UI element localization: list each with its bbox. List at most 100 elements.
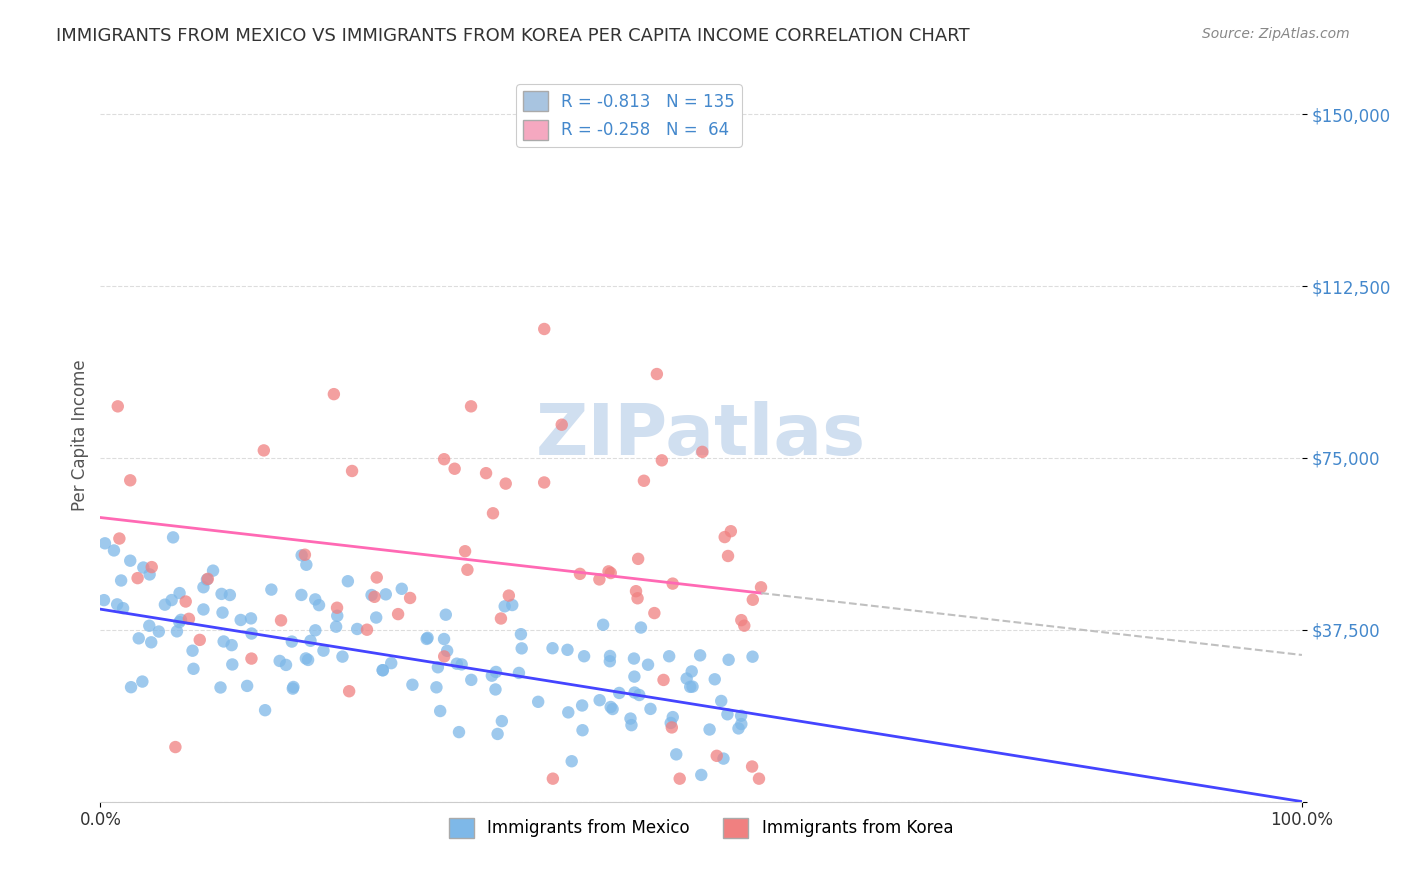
Point (93, 593, 115, 607)
Point (374, 587, 396, 601)
Point (489, 611, 512, 625)
Point (160, 593, 183, 607)
Point (112, 601, 135, 615)
Point (363, 590, 385, 604)
Point (274, 657, 297, 672)
Point (108, 532, 131, 546)
Point (623, 651, 645, 665)
Point (651, 453, 673, 467)
Point (304, 592, 326, 607)
Point (416, 631, 439, 645)
Point (107, 400, 129, 414)
Point (197, 572, 219, 586)
Point (283, 680, 305, 694)
Point (661, 710, 683, 724)
Point (592, 617, 614, 632)
Point (132, 560, 155, 574)
Point (294, 548, 316, 562)
Point (308, 598, 330, 612)
Point (643, 606, 665, 620)
Point (482, 506, 505, 520)
Point (741, 759, 763, 773)
Point (188, 632, 211, 647)
Point (561, 754, 583, 768)
Point (460, 673, 482, 687)
Point (120, 473, 142, 487)
Point (202, 564, 225, 578)
Point (619, 712, 641, 726)
Point (599, 566, 621, 580)
Point (571, 698, 593, 713)
Point (588, 573, 610, 587)
Point (356, 623, 378, 637)
Point (120, 554, 142, 568)
Point (281, 634, 304, 648)
Point (138, 567, 160, 582)
Point (304, 624, 326, 638)
Point (401, 678, 423, 692)
Point (193, 602, 215, 616)
Point (720, 524, 742, 539)
Point (429, 704, 451, 718)
Point (703, 673, 725, 687)
Point (299, 633, 322, 648)
Point (541, 772, 564, 786)
Point (589, 693, 612, 707)
Point (295, 558, 318, 572)
Point (211, 606, 233, 620)
Point (741, 592, 763, 607)
Point (599, 654, 621, 668)
Point (633, 474, 655, 488)
Point (447, 725, 470, 739)
Point (668, 772, 690, 786)
Point (460, 400, 482, 414)
Point (645, 367, 668, 381)
Point (658, 649, 681, 664)
Point (399, 591, 422, 605)
Point (174, 594, 197, 608)
Point (733, 618, 755, 632)
Point (165, 740, 187, 755)
Point (433, 649, 456, 664)
Point (727, 722, 749, 736)
Point (281, 681, 304, 696)
Point (748, 772, 770, 786)
Text: IMMIGRANTS FROM MEXICO VS IMMIGRANTS FROM KOREA PER CAPITA INCOME CORRELATION CH: IMMIGRANTS FROM MEXICO VS IMMIGRANTS FRO… (56, 27, 970, 45)
Point (623, 670, 645, 684)
Point (380, 656, 402, 670)
Point (229, 613, 252, 627)
Point (626, 591, 648, 606)
Point (169, 615, 191, 629)
Point (730, 708, 752, 723)
Point (103, 543, 125, 558)
Point (169, 586, 191, 600)
Point (443, 461, 465, 475)
Point (681, 665, 703, 679)
Point (527, 695, 550, 709)
Point (269, 654, 291, 668)
Point (682, 680, 704, 694)
Point (218, 588, 240, 602)
Point (481, 669, 503, 683)
Point (679, 680, 702, 694)
Point (602, 702, 624, 716)
Point (659, 715, 682, 730)
Point (706, 748, 728, 763)
Point (193, 580, 215, 594)
Point (510, 641, 533, 656)
Point (236, 679, 259, 693)
Point (494, 599, 516, 614)
Point (627, 552, 650, 566)
Point (624, 584, 647, 599)
Point (713, 751, 735, 765)
Point (138, 619, 160, 633)
Point (110, 574, 132, 588)
Point (425, 681, 447, 695)
Point (491, 714, 513, 728)
Point (297, 653, 319, 667)
Point (710, 694, 733, 708)
Point (640, 702, 662, 716)
Point (212, 634, 235, 648)
Point (661, 576, 683, 591)
Point (434, 607, 457, 622)
